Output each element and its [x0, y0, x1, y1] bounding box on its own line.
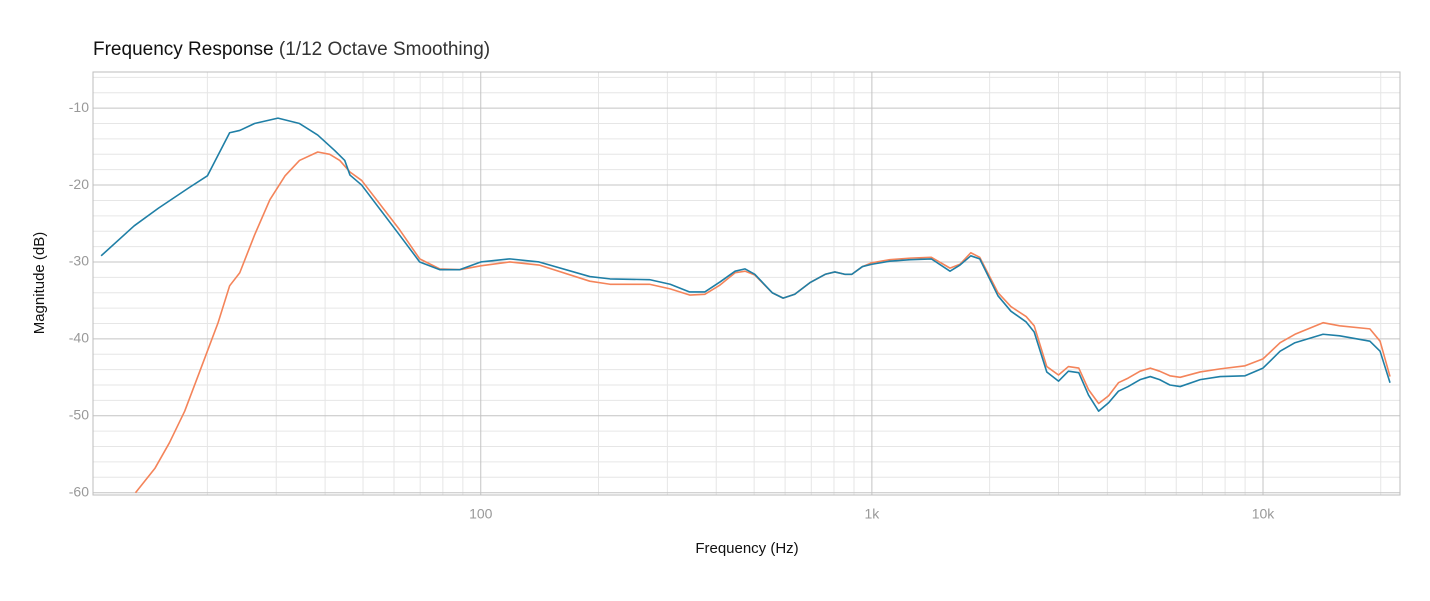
y-axis-label: Magnitude (dB)	[31, 232, 48, 335]
plot-frame	[92, 71, 1401, 496]
chart-title: Frequency Response	[93, 39, 274, 60]
lines	[100, 117, 1391, 494]
y-tick-label: -50	[69, 406, 89, 422]
y-tick-label: -20	[69, 176, 89, 192]
y-tick-label: -40	[69, 330, 89, 346]
x-tick-label: 10k	[1252, 506, 1276, 522]
x-tick-label: 100	[469, 506, 493, 522]
series-line	[134, 151, 1391, 494]
chart-subtitle: (1/12 Octave Smoothing)	[279, 39, 490, 60]
x-axis-label: Frequency (Hz)	[695, 540, 798, 557]
y-tick-label: -10	[69, 99, 89, 115]
y-tick-label: -30	[69, 253, 89, 269]
y-tick-label: -60	[69, 483, 89, 499]
series-line	[100, 117, 1391, 412]
chart-title-group: Frequency Response (1/12 Octave Smoothin…	[93, 39, 490, 60]
x-tick-label: 1k	[864, 506, 880, 522]
grid	[93, 72, 1400, 495]
